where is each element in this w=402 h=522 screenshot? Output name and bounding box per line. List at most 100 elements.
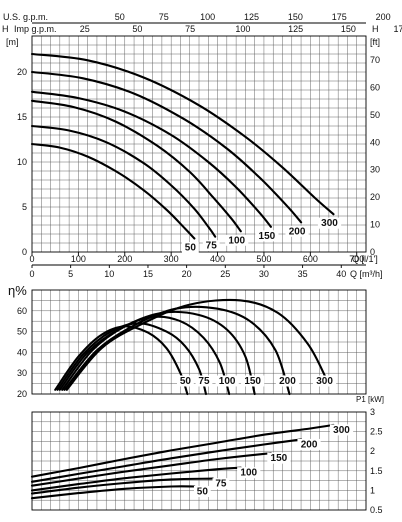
efficiency-curve-label-300-bg <box>312 375 337 387</box>
q-lmin-tick-label: 400 <box>210 254 225 264</box>
power-tick-label: 2 <box>370 446 375 456</box>
efficiency-curve-200 <box>63 305 291 396</box>
head-curve-label-150-bg <box>255 230 279 242</box>
efficiency-tick-label: 30 <box>17 368 27 378</box>
power-curve-label-100: 100 <box>240 468 257 479</box>
power-curve-label-75: 75 <box>215 479 227 490</box>
head-curve-label-50: 50 <box>185 243 197 254</box>
q-m3h-tick-label: 10 <box>104 269 114 279</box>
q-lmin-label: Q [l/1'] <box>352 254 378 264</box>
power-axis-label: P1 [kW] <box>356 395 384 404</box>
head-left-tick-labels: 0 5 10 15 20 <box>17 67 27 257</box>
power-curve-label-150-bg <box>267 452 291 464</box>
head-left-tick-label: 20 <box>17 67 27 77</box>
efficiency-curves <box>54 298 328 396</box>
efficiency-curve-label-100-bg <box>215 375 239 387</box>
q-m3h-tick-label: 35 <box>298 269 308 279</box>
power-tick-label: 1 <box>370 485 375 495</box>
power-curve-75 <box>30 477 214 495</box>
q-lmin-tick-label: 500 <box>256 254 271 264</box>
head-curve-200 <box>30 70 303 224</box>
power-curve-labels: 50 75 100 150 200 300 <box>193 424 354 497</box>
q-lmin-tick-label: 700 <box>349 254 364 264</box>
power-curve-label-300: 300 <box>333 425 350 436</box>
efficiency-curve-75 <box>56 322 208 396</box>
efficiency-curve-label-150: 150 <box>244 376 261 387</box>
power-curve-50 <box>30 485 196 500</box>
efficiency-curve-label-50-bg <box>177 375 194 387</box>
efficiency-curve-label-75-bg <box>195 375 213 387</box>
head-left-tick-label: 15 <box>17 112 27 122</box>
power-curve-label-200: 200 <box>301 439 318 450</box>
q-m3h-tick-label: 15 <box>143 269 153 279</box>
power-frame <box>31 411 367 511</box>
head-right-tick-label: 20 <box>370 192 380 202</box>
efficiency-curve-label-100: 100 <box>219 376 236 387</box>
efficiency-curve-100 <box>58 315 231 396</box>
efficiency-grid <box>32 290 366 394</box>
head-curve-label-100: 100 <box>228 235 245 246</box>
efficiency-tick-label: 40 <box>17 347 27 357</box>
head-right-tick-labels: 0 10 20 30 40 50 60 70 <box>370 55 380 257</box>
power-curve-100 <box>30 466 242 492</box>
head-curve-100 <box>30 99 242 233</box>
q-m3h-tick-label: 20 <box>182 269 192 279</box>
head-curve-label-300-bg <box>317 217 342 229</box>
head-curve-label-200: 200 <box>289 226 306 237</box>
efficiency-curve-label-300: 300 <box>316 376 333 387</box>
head-curve-label-200-bg <box>285 225 309 237</box>
power-curve-300 <box>30 423 335 478</box>
power-curve-label-300-bg <box>329 424 354 436</box>
efficiency-curve-50 <box>54 325 189 396</box>
power-tick-label: 0.5 <box>370 505 383 515</box>
head-right-tick-label: 30 <box>370 165 380 175</box>
efficiency-curve-300 <box>65 298 328 391</box>
head-curve-label-75-bg <box>202 240 220 252</box>
power-curve-label-75-bg <box>212 478 230 490</box>
head-curve-label-150: 150 <box>259 231 276 242</box>
power-curve-label-50: 50 <box>197 486 209 497</box>
head-curves <box>30 52 335 240</box>
efficiency-axis-label: η% <box>8 283 27 298</box>
q-m3h-tick-label: 25 <box>220 269 230 279</box>
efficiency-curve-150 <box>61 310 256 396</box>
q-m3h-tick-labels: 0 5 10 15 20 25 30 35 40 <box>29 265 346 279</box>
usgpm-label: U.S. g.p.m. <box>3 12 48 22</box>
impgpm-tick-labels: 25 50 75 100 125 150 175 <box>80 24 402 34</box>
usgpm-tick-labels: 50 75 100 125 150 175 200 <box>115 12 391 22</box>
q-lmin-tick-label: 0 <box>29 254 34 264</box>
efficiency-curve-label-75: 75 <box>198 376 210 387</box>
head-curve-labels: 50 75 100 150 200 300 <box>181 217 342 254</box>
head-curve-label-300: 300 <box>321 218 338 229</box>
q-lmin-tick-labels: 0 100 200 300 400 500 600 700 <box>29 252 364 264</box>
power-tick-label: 3 <box>370 407 375 417</box>
head-right-tick-label: 0 <box>370 247 375 257</box>
head-right-tick-label: 50 <box>370 110 380 120</box>
efficiency-tick-labels: 20 30 40 50 60 <box>17 306 27 399</box>
impgpm-tick-label: 100 <box>235 24 250 34</box>
impgpm-tick-label: 125 <box>288 24 303 34</box>
impgpm-tick-label: 75 <box>185 24 195 34</box>
power-tick-labels: 0.5 1 1.5 2 2.5 3 <box>370 407 383 515</box>
efficiency-curve-label-50: 50 <box>180 376 192 387</box>
head-left-unit: [m] <box>6 37 19 47</box>
q-m3h-tick-label: 40 <box>336 269 346 279</box>
head-right-tick-label: 40 <box>370 137 380 147</box>
usgpm-tick-label: 75 <box>159 12 169 22</box>
efficiency-tick-label: 50 <box>17 327 27 337</box>
efficiency-curve-label-200: 200 <box>279 376 296 387</box>
power-curve-label-150: 150 <box>271 453 288 464</box>
power-curve-label-50-bg <box>193 485 211 497</box>
q-m3h-tick-label: 0 <box>29 269 34 279</box>
q-m3h-tick-label: 30 <box>259 269 269 279</box>
efficiency-curve-label-200-bg <box>275 375 300 387</box>
head-curve-label-100-bg <box>225 234 249 246</box>
head-right-letter: H <box>372 24 379 34</box>
power-curve-label-200-bg <box>297 438 321 450</box>
efficiency-curve-label-150-bg <box>241 375 265 387</box>
q-m3h-label: Q [m³/h] <box>350 269 383 279</box>
impgpm-label: Imp g.p.m. <box>14 24 57 34</box>
power-curve-200 <box>30 438 303 483</box>
head-grid <box>32 36 366 252</box>
head-left-tick-label: 10 <box>17 157 27 167</box>
